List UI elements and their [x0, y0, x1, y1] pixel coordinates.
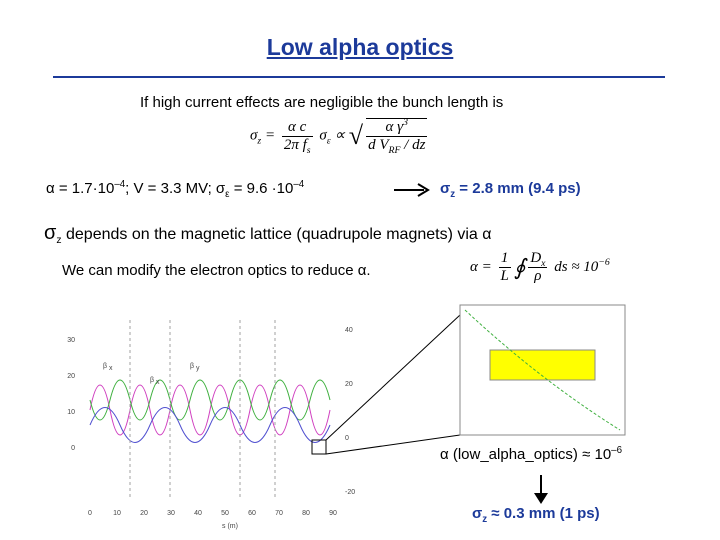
- zoom-curve: [464, 309, 621, 431]
- arrow: [394, 183, 430, 197]
- title: Low alpha optics: [266, 34, 454, 60]
- x-tick-label: 10: [113, 510, 121, 517]
- t: d V: [368, 137, 389, 153]
- sub: ε: [326, 135, 331, 147]
- quad-lines: [129, 320, 276, 500]
- y2-tick-label: 20: [345, 381, 353, 388]
- sym: ∝: [334, 127, 346, 144]
- radical: √: [348, 121, 364, 150]
- sup: −6: [598, 256, 610, 268]
- sub: x: [541, 258, 546, 269]
- x-tick-label: 0: [88, 510, 92, 517]
- x-axis-label: s (m): [222, 523, 238, 530]
- y2-tick-label: 40: [345, 327, 353, 334]
- t: α = 1.7·10: [46, 180, 115, 197]
- sup: –6: [611, 445, 623, 456]
- curve-label: x: [109, 365, 113, 372]
- fraction: α c 2π fs: [281, 119, 313, 156]
- t: = 9.6 ·10: [229, 180, 294, 197]
- x-tick-label: 90: [329, 510, 337, 517]
- plots: 0 10 20 30 40 50 60 70 80 90 s (m) 30 20 10 0 40 20 0 -20 β…: [67, 304, 626, 530]
- zoom-line: [325, 314, 461, 441]
- den: L: [500, 268, 509, 284]
- lattice-plot: [80, 320, 350, 500]
- num: Dx: [528, 250, 548, 269]
- t: depends on the magnetic lattice (quadrup…: [61, 226, 492, 243]
- t: D: [530, 250, 542, 266]
- t: / dz: [404, 137, 426, 153]
- den: 2π fs: [282, 136, 313, 156]
- y-tick-label: 0: [71, 445, 75, 452]
- sym: σ: [250, 127, 258, 144]
- t: ; V = 3.3 MV; σ: [125, 180, 226, 197]
- result3: σz ≈ 0.3 mm (1 ps): [472, 505, 600, 525]
- depends: σz depends on the magnetic lattice (quad…: [44, 222, 492, 247]
- den: ρ: [534, 268, 542, 284]
- sub: z: [482, 514, 488, 525]
- y-tick-label: 30: [67, 337, 75, 344]
- num: 1: [498, 250, 511, 268]
- x-tick-label: 50: [221, 510, 229, 517]
- fraction: Dx ρ: [528, 250, 548, 285]
- t: α γ: [385, 119, 404, 135]
- sup: –4: [293, 179, 305, 190]
- result2: α (low_alpha_optics) ≈ 10–6: [440, 446, 622, 463]
- modify: We can modify the electron optics to red…: [62, 262, 371, 279]
- sub: s: [306, 144, 311, 156]
- curve-label: β: [103, 363, 107, 370]
- params: α = 1.7·10–4; V = 3.3 MV; σε = 9.6 ·10–4: [46, 179, 305, 200]
- t: ≈ 0.3 mm (1 ps): [487, 505, 600, 522]
- x-tick-label: 20: [140, 510, 148, 517]
- num: α γ3: [366, 117, 428, 137]
- t: = 2.8 mm (9.4 ps): [455, 180, 581, 197]
- t: ≈ 10: [571, 258, 599, 275]
- x-tick-label: 30: [167, 510, 175, 517]
- t: α =: [470, 258, 492, 275]
- fraction: α γ3 d VRF / dz: [366, 117, 428, 156]
- y2-tick-label: -20: [345, 489, 355, 496]
- integral: ∮: [513, 254, 526, 280]
- x-tick-label: 60: [248, 510, 256, 517]
- sub: z: [257, 135, 262, 147]
- rule: [53, 76, 665, 78]
- t: 2π f: [283, 136, 307, 153]
- curve-label: β: [190, 363, 194, 370]
- arrow-head: [534, 493, 548, 504]
- intro: If high current effects are negligible t…: [140, 94, 504, 111]
- t: α (low_alpha_optics) ≈ 10: [440, 446, 612, 463]
- curve-label: y: [196, 365, 200, 372]
- sup: –4: [114, 179, 126, 190]
- y-tick-label: 10: [67, 409, 75, 416]
- t: ds: [554, 258, 568, 275]
- t: σ: [44, 222, 57, 244]
- formula1: σz = α c 2π fs σε ∝ √ α γ3 d VRF / dz: [250, 117, 430, 156]
- den: d VRF / dz: [366, 137, 427, 156]
- y-tick-label: 20: [67, 373, 75, 380]
- curve-label: β: [150, 377, 154, 384]
- highlight: [489, 349, 596, 381]
- curve-label: x: [156, 379, 160, 386]
- zoom-line: [325, 434, 461, 455]
- y2-tick-label: 0: [345, 435, 349, 442]
- t: σ: [440, 180, 451, 197]
- sub: ε: [225, 189, 230, 200]
- num: α c: [281, 119, 313, 137]
- sym: σ: [319, 127, 327, 144]
- sub: z: [450, 189, 456, 200]
- sym: =: [264, 127, 276, 144]
- t: σ: [472, 505, 483, 522]
- sub: RF: [388, 145, 401, 156]
- formula2: α = 1 L ∮ Dx ρ ds ≈ 10−6: [470, 250, 610, 285]
- x-tick-label: 80: [302, 510, 310, 517]
- x-tick-label: 70: [275, 510, 283, 517]
- sub: z: [56, 235, 62, 247]
- result1: σz = 2.8 mm (9.4 ps): [440, 180, 581, 200]
- zoom-box: [311, 439, 327, 455]
- x-tick-label: 40: [194, 510, 202, 517]
- sup: 3: [403, 117, 408, 128]
